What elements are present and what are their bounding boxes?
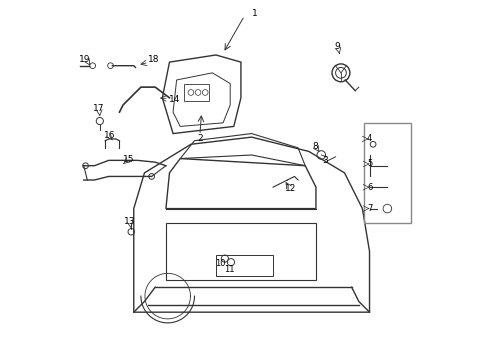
Text: 11: 11 [224, 265, 234, 274]
Text: 5: 5 [366, 159, 371, 168]
Text: 6: 6 [366, 183, 372, 192]
Text: 10: 10 [215, 260, 225, 269]
Text: 12: 12 [285, 184, 296, 193]
Bar [364, 123, 410, 223]
Text: 15: 15 [122, 155, 134, 164]
Text: 3: 3 [321, 156, 327, 165]
Text: 1: 1 [252, 9, 258, 18]
Text: 14: 14 [169, 95, 180, 104]
Text: 9: 9 [334, 41, 340, 50]
Text: 18: 18 [147, 55, 159, 64]
Text: 4: 4 [366, 134, 371, 143]
Text: 17: 17 [93, 104, 104, 113]
Text: 16: 16 [104, 131, 115, 140]
Text: 2: 2 [197, 134, 202, 143]
Text: 7: 7 [366, 204, 372, 213]
Text: 8: 8 [312, 142, 318, 151]
Text: 19: 19 [79, 55, 90, 64]
Text: 13: 13 [123, 217, 135, 226]
